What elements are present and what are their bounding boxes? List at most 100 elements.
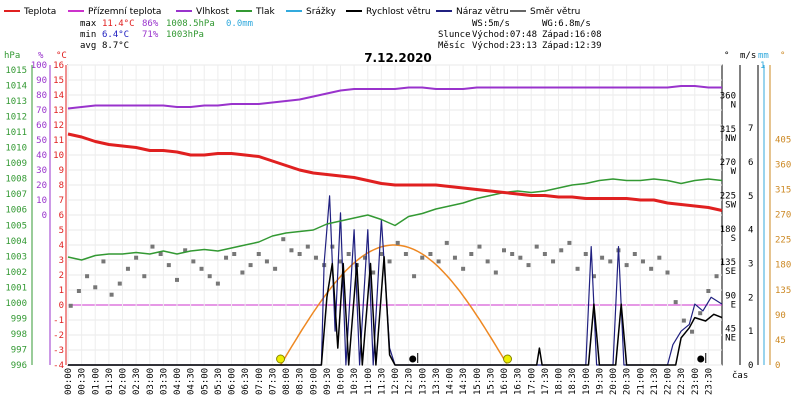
time-tick-label: 04:00 — [173, 368, 183, 395]
hpa-tick-label: 1014 — [5, 82, 27, 92]
mm-tick-label: 1 — [760, 61, 765, 71]
time-tick-label: 01:00 — [91, 368, 101, 395]
c-tick-label: 12 — [53, 121, 64, 131]
pct-tick-label: 90 — [36, 76, 47, 86]
c-tick-label: 4 — [59, 241, 64, 251]
wind-dir-point — [166, 263, 171, 268]
time-tick-label: 13:30 — [432, 368, 442, 395]
stat-min-temp: 6.4°C — [102, 30, 129, 40]
time-tick-label: 01:30 — [105, 368, 115, 395]
deg2-tick-label: 270 — [775, 211, 791, 221]
time-tick-label: 20:00 — [609, 368, 619, 395]
stat-min-hum: 71% — [142, 30, 159, 40]
time-tick-label: 19:30 — [595, 368, 605, 395]
wind-dir-point — [240, 270, 245, 275]
time-tick-label: 07:30 — [268, 368, 278, 395]
wind-dir-point — [68, 303, 73, 308]
time-tick-label: 23:30 — [704, 368, 714, 395]
stats-block: max 11.4°C 86% 1008.5hPa 0.0mm min 6.4°C… — [80, 19, 602, 51]
time-tick-label: 11:30 — [377, 368, 387, 395]
wind-dir-point — [461, 266, 466, 271]
time-tick-label: 19:00 — [582, 368, 592, 395]
ms-tick-label: 2 — [748, 293, 753, 303]
wind-dir-point — [583, 252, 588, 256]
wind-dir-point — [673, 300, 678, 305]
wind-dir-point — [191, 259, 196, 264]
wind-dir-point — [150, 244, 155, 249]
stat-max-label: max — [80, 19, 97, 29]
wind-dir-point — [346, 252, 351, 256]
c-tick-label: -2 — [53, 331, 64, 341]
hpa-tick-label: 1001 — [5, 283, 27, 293]
wind-dir-point — [215, 281, 220, 286]
dir-tick-label: 225 — [720, 192, 736, 202]
time-tick-label: 15:00 — [473, 368, 483, 395]
time-tick-label: 11:00 — [364, 368, 374, 395]
humidity-line — [67, 85, 722, 110]
c-tick-label: 0 — [59, 301, 64, 311]
hpa-tick-label: 1006 — [5, 206, 27, 216]
stat-moon-label: Měsíc — [438, 41, 465, 51]
legend-label-humidity: Vlhkost — [196, 7, 229, 17]
time-tick-label: 16:00 — [500, 368, 510, 395]
wind-dir-point — [207, 274, 212, 279]
ms-tick-label: 3 — [748, 260, 753, 270]
time-tick-label: 14:00 — [446, 368, 456, 395]
legend-item-wind-dir: Směr větru — [510, 7, 580, 17]
legend-item-pressure: Tlak — [236, 7, 276, 17]
wind-dir-point — [690, 329, 695, 334]
stat-avg-label: avg — [80, 41, 96, 51]
time-tick-label: 21:00 — [636, 368, 646, 395]
dir-tick-letter: W — [731, 167, 737, 177]
stat-avg-temp: 8.7°C — [102, 41, 129, 51]
hpa-tick-label: 998 — [11, 330, 27, 340]
wind-dir-point — [379, 252, 384, 256]
c-tick-label: 5 — [59, 226, 64, 236]
wind-dir-point — [297, 252, 302, 256]
chart-title: 7.12.2020 — [364, 51, 432, 65]
legend-label-temp: Teplota — [23, 7, 56, 17]
hpa-tick-label: 1007 — [5, 190, 27, 200]
legend-item-gust: Náraz větru — [436, 7, 509, 17]
wind-dir-point — [281, 237, 286, 242]
c-tick-label: 11 — [53, 136, 64, 146]
axis-time-label: čas — [732, 370, 748, 381]
stat-moon-set: Západ:12:39 — [542, 41, 602, 51]
hpa-tick-label: 1000 — [5, 299, 27, 309]
time-tick-label: 06:30 — [241, 368, 251, 395]
dir-tick-label: 45 — [725, 325, 736, 335]
c-tick-label: 3 — [59, 256, 64, 266]
wind-dir-point — [559, 248, 564, 253]
moon-marker — [697, 355, 705, 363]
stat-max-temp: 11.4°C — [102, 19, 135, 29]
wind-dir-point — [526, 263, 531, 268]
pct-tick-label: 100 — [31, 61, 47, 71]
c-tick-label: 6 — [59, 211, 64, 221]
wind-dir-point — [649, 266, 654, 271]
wind-dir-point — [551, 259, 556, 264]
ms-tick-label: 1 — [748, 327, 753, 337]
deg2-tick-label: 180 — [775, 261, 791, 271]
wind-dir-point — [714, 274, 719, 279]
pct-tick-label: 30 — [36, 166, 47, 176]
time-tick-label: 17:30 — [541, 368, 551, 395]
time-tick-label: 03:30 — [159, 368, 169, 395]
legend-label-ground-temp: Přízemní teplota — [88, 7, 161, 17]
wind-dir-point — [510, 252, 515, 256]
wind-dir-point — [706, 289, 711, 293]
hpa-tick-label: 1015 — [5, 66, 27, 76]
time-tick-label: 08:30 — [296, 368, 306, 395]
wind-dir-point — [640, 259, 645, 264]
stat-sun-label: Slunce — [438, 30, 471, 40]
pct-tick-label: 10 — [36, 196, 47, 206]
legend-item-rain: Srážky — [286, 7, 337, 17]
dir-tick-letter: SW — [725, 201, 736, 211]
wind-dir-point — [371, 270, 376, 275]
wind-dir-point — [403, 252, 408, 256]
stat-sun-rise: Východ:07:48 — [472, 30, 537, 40]
wind-dir-point — [502, 248, 506, 253]
axis-unit-ms: m/s — [740, 51, 756, 61]
legend-label-wind-speed: Rychlost větru — [366, 7, 431, 17]
hpa-tick-label: 999 — [11, 314, 27, 324]
